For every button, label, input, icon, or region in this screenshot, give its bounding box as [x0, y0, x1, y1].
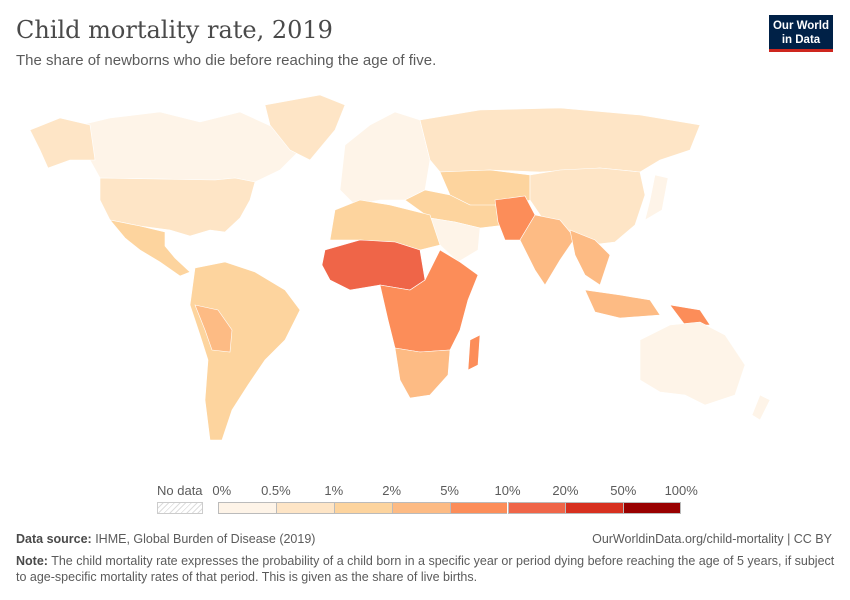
country-region-north-africa[interactable] [329, 199, 441, 251]
country-region-europe[interactable] [339, 111, 431, 206]
logo-line-1: Our World [772, 20, 829, 32]
source-url-link[interactable]: OurWorldinData.org/child-mortality | CC … [592, 532, 832, 546]
country-region-new-zealand[interactable] [751, 394, 771, 421]
legend-bin[interactable] [565, 502, 624, 514]
legend-tick-label: 1% [324, 483, 344, 498]
country-region-greenland[interactable] [264, 94, 346, 161]
country-region-india[interactable] [519, 214, 576, 286]
country-region-australia[interactable] [639, 321, 746, 406]
country-region-madagascar[interactable] [467, 334, 481, 371]
world-map [29, 94, 771, 441]
legend-tick-label: 10% [494, 483, 521, 498]
legend-tick-label: 100% [664, 483, 698, 498]
page-title: Child mortality rate, 2019 [16, 16, 333, 44]
country-region-mexico-central-america[interactable] [109, 219, 191, 277]
legend-bin[interactable] [275, 502, 334, 514]
country-region-papua-new-guinea[interactable] [669, 304, 711, 326]
legend-tick-label: 2% [382, 483, 402, 498]
legend-bin[interactable] [218, 502, 276, 514]
legend-tick-label: 0.5% [261, 483, 291, 498]
source-label: Data source: [16, 532, 92, 546]
legend-no-data-swatch [157, 502, 203, 514]
legend-tick-label: 5% [440, 483, 459, 498]
legend-tick-label: 50% [610, 483, 637, 498]
country-region-canada[interactable] [59, 111, 301, 183]
country-region-bolivia-peru[interactable] [194, 304, 233, 353]
legend-tick-label: 20% [552, 483, 579, 498]
legend-bin[interactable] [449, 502, 508, 514]
country-region-southeast-asia[interactable] [569, 229, 611, 286]
legend-bin[interactable] [507, 502, 566, 514]
chart-note: Note: The child mortality rate expresses… [16, 553, 836, 585]
logo-line-2: in Data [781, 34, 821, 46]
country-region-sahel-west-africa[interactable] [321, 239, 426, 291]
country-region-alaska[interactable] [29, 117, 96, 169]
country-region-south-america[interactable] [189, 261, 301, 441]
data-source: Data source: IHME, Global Burden of Dise… [16, 532, 315, 546]
country-region-japan[interactable] [644, 174, 669, 221]
legend-no-data-label: No data [157, 483, 203, 498]
source-text: IHME, Global Burden of Disease (2019) [91, 532, 316, 546]
color-legend: No data 0% 0.5% 1% 2% 5% 10% 20% 50% 100% [0, 480, 850, 520]
country-region-russia[interactable] [419, 107, 701, 173]
country-region-southern-africa[interactable] [394, 347, 451, 399]
legend-bin[interactable] [623, 502, 682, 514]
legend-bin[interactable] [333, 502, 392, 514]
legend-bin[interactable] [391, 502, 450, 514]
page-subtitle: The share of newborns who die before rea… [16, 52, 437, 69]
country-region-indonesia[interactable] [584, 289, 661, 319]
owid-logo[interactable]: Our World in Data [769, 15, 833, 52]
note-text: The child mortality rate expresses the p… [16, 554, 835, 584]
legend-tick-label: 0% [212, 483, 232, 498]
note-label: Note: [16, 554, 48, 568]
